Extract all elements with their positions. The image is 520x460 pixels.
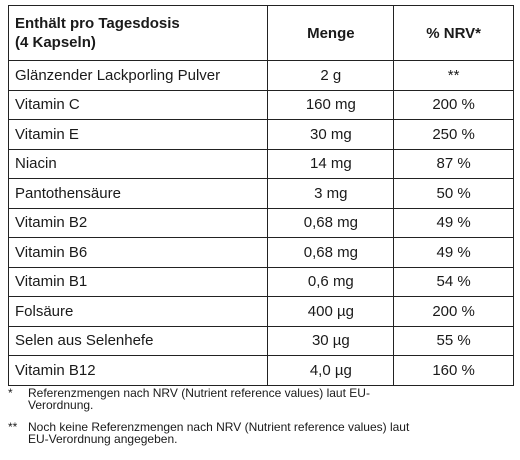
nrv: 54 % bbox=[393, 266, 514, 297]
amount: 3 mg bbox=[267, 178, 395, 209]
nutrition-table: Enthält pro Tagesdosis (4 Kapseln) Menge … bbox=[7, 5, 514, 386]
nutrient-name: Niacin bbox=[7, 148, 269, 179]
table-row: Vitamin B6 0,68 mg 49 % bbox=[7, 237, 514, 268]
table-row: Vitamin C 160 mg 200 % bbox=[7, 89, 514, 120]
nutrient-name: Vitamin B2 bbox=[7, 207, 269, 238]
nrv: 250 % bbox=[393, 119, 514, 150]
footnote-line: Noch keine Referenzmengen nach NRV (Nutr… bbox=[28, 420, 410, 434]
nrv: 49 % bbox=[393, 207, 514, 238]
header-line: (4 Kapseln) bbox=[15, 34, 96, 51]
header-row: Enthält pro Tagesdosis (4 Kapseln) Menge … bbox=[7, 5, 514, 61]
table-row: Vitamin B2 0,68 mg 49 % bbox=[7, 207, 514, 238]
header-amount: Menge bbox=[267, 5, 395, 61]
footnote-line: Referenzmengen nach NRV (Nutrient refere… bbox=[28, 386, 370, 400]
nutrient-name: Glänzender Lackporling Pulver bbox=[7, 60, 269, 91]
footnote-text: Referenzmengen nach NRV (Nutrient refere… bbox=[28, 387, 370, 411]
table-row: Niacin 14 mg 87 % bbox=[7, 148, 514, 179]
nrv: 160 % bbox=[393, 355, 514, 386]
amount: 0,68 mg bbox=[267, 207, 395, 238]
header-line: Enthält pro Tagesdosis bbox=[15, 15, 180, 32]
amount: 30 µg bbox=[267, 325, 395, 356]
amount: 400 µg bbox=[267, 296, 395, 327]
footnote-marker: ** bbox=[8, 420, 18, 434]
footnote-text: Noch keine Referenzmengen nach NRV (Nutr… bbox=[28, 421, 409, 445]
nrv: 87 % bbox=[393, 148, 514, 179]
nutrient-name: Vitamin E bbox=[7, 119, 269, 150]
header-title: Enthält pro Tagesdosis (4 Kapseln) bbox=[7, 5, 269, 61]
nutrient-name: Pantothensäure bbox=[7, 178, 269, 209]
table-row: Pantothensäure 3 mg 50 % bbox=[7, 178, 514, 209]
amount: 30 mg bbox=[267, 119, 395, 150]
nutrient-name: Vitamin C bbox=[7, 89, 269, 120]
header-nrv: % NRV* bbox=[393, 5, 514, 61]
table-row: Folsäure 400 µg 200 % bbox=[7, 296, 514, 327]
table-row: Vitamin B1 0,6 mg 54 % bbox=[7, 266, 514, 297]
nrv: 50 % bbox=[393, 178, 514, 209]
footnote: * Referenzmengen nach NRV (Nutrient refer… bbox=[8, 387, 514, 411]
table-body: Glänzender Lackporling Pulver 2 g ** Vitami… bbox=[7, 60, 514, 386]
nutrient-name: Vitamin B6 bbox=[7, 237, 269, 268]
nutrient-name: Vitamin B12 bbox=[7, 355, 269, 386]
amount: 0,6 mg bbox=[267, 266, 395, 297]
amount: 160 mg bbox=[267, 89, 395, 120]
footnotes: * Referenzmengen nach NRV (Nutrient refer… bbox=[8, 387, 514, 455]
nrv: ** bbox=[393, 60, 514, 91]
nrv: 55 % bbox=[393, 325, 514, 356]
footnote: ** Noch keine Referenzmengen nach NRV (Nu… bbox=[8, 421, 514, 445]
amount: 14 mg bbox=[267, 148, 395, 179]
nutrient-name: Selen aus Selenhefe bbox=[7, 325, 269, 356]
table-row: Vitamin B12 4,0 µg 160 % bbox=[7, 355, 514, 386]
table-row: Glänzender Lackporling Pulver 2 g ** bbox=[7, 60, 514, 91]
nutrient-name: Vitamin B1 bbox=[7, 266, 269, 297]
amount: 4,0 µg bbox=[267, 355, 395, 386]
amount: 0,68 mg bbox=[267, 237, 395, 268]
table-row: Selen aus Selenhefe 30 µg 55 % bbox=[7, 325, 514, 356]
nutrient-name: Folsäure bbox=[7, 296, 269, 327]
nrv: 200 % bbox=[393, 89, 514, 120]
nrv: 49 % bbox=[393, 237, 514, 268]
footnote-line: Verordnung. bbox=[28, 398, 94, 412]
table-row: Vitamin E 30 mg 250 % bbox=[7, 119, 514, 150]
nrv: 200 % bbox=[393, 296, 514, 327]
footnote-line: EU-Verordnung angegeben. bbox=[28, 432, 178, 446]
amount: 2 g bbox=[267, 60, 395, 91]
footnote-marker: * bbox=[8, 386, 13, 400]
